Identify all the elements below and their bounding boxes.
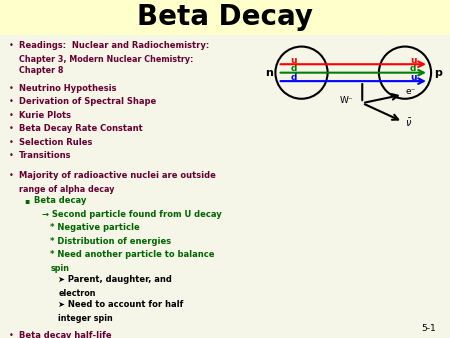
Text: •: •: [9, 151, 14, 161]
Text: Majority of radioactive nuclei are outside: Majority of radioactive nuclei are outsi…: [19, 171, 216, 180]
Text: → Second particle found from U decay: → Second particle found from U decay: [42, 210, 221, 219]
Text: •: •: [9, 124, 14, 134]
Text: spin: spin: [50, 264, 69, 273]
Text: u: u: [410, 56, 416, 65]
Text: d: d: [410, 64, 416, 73]
Text: Beta Decay: Beta Decay: [137, 3, 313, 31]
Text: * Negative particle: * Negative particle: [50, 223, 140, 232]
Text: ▪: ▪: [25, 196, 30, 205]
Text: Derivation of Spectral Shape: Derivation of Spectral Shape: [19, 97, 156, 106]
Text: Beta decay half-life: Beta decay half-life: [19, 331, 112, 338]
Text: Selection Rules: Selection Rules: [19, 138, 92, 147]
Text: * Need another particle to balance: * Need another particle to balance: [50, 250, 215, 259]
Text: ➤ Parent, daughter, and: ➤ Parent, daughter, and: [58, 275, 172, 284]
Text: Chapter 8: Chapter 8: [19, 66, 63, 75]
Text: •: •: [9, 138, 14, 147]
Text: integer spin: integer spin: [58, 314, 113, 323]
Text: n: n: [265, 68, 273, 78]
Text: $\bar{\nu}$: $\bar{\nu}$: [405, 117, 412, 129]
Text: Transitions: Transitions: [19, 151, 72, 161]
Text: range of alpha decay: range of alpha decay: [19, 185, 114, 194]
Text: u: u: [290, 56, 297, 65]
Text: * Distribution of energies: * Distribution of energies: [50, 237, 171, 246]
Text: u: u: [410, 73, 416, 81]
Text: d: d: [290, 64, 297, 73]
Text: electron: electron: [58, 289, 96, 298]
Text: •: •: [9, 111, 14, 120]
Text: Neutrino Hypothesis: Neutrino Hypothesis: [19, 84, 117, 93]
Text: e⁻: e⁻: [405, 88, 415, 96]
Text: Chapter 3, Modern Nuclear Chemistry:: Chapter 3, Modern Nuclear Chemistry:: [19, 55, 194, 64]
Text: d: d: [290, 73, 297, 81]
Text: ➤ Need to account for half: ➤ Need to account for half: [58, 300, 184, 309]
Text: •: •: [9, 84, 14, 93]
Text: •: •: [9, 97, 14, 106]
Text: Beta decay: Beta decay: [34, 196, 86, 205]
FancyBboxPatch shape: [0, 0, 450, 35]
Text: •: •: [9, 41, 14, 50]
Text: Readings:  Nuclear and Radiochemistry:: Readings: Nuclear and Radiochemistry:: [19, 41, 209, 50]
Text: p: p: [434, 68, 442, 78]
Text: •: •: [9, 331, 14, 338]
Text: W⁻: W⁻: [340, 96, 353, 105]
Text: 5-1: 5-1: [422, 324, 436, 333]
Text: Beta Decay Rate Constant: Beta Decay Rate Constant: [19, 124, 143, 134]
Text: Kurie Plots: Kurie Plots: [19, 111, 71, 120]
Text: •: •: [9, 171, 14, 180]
